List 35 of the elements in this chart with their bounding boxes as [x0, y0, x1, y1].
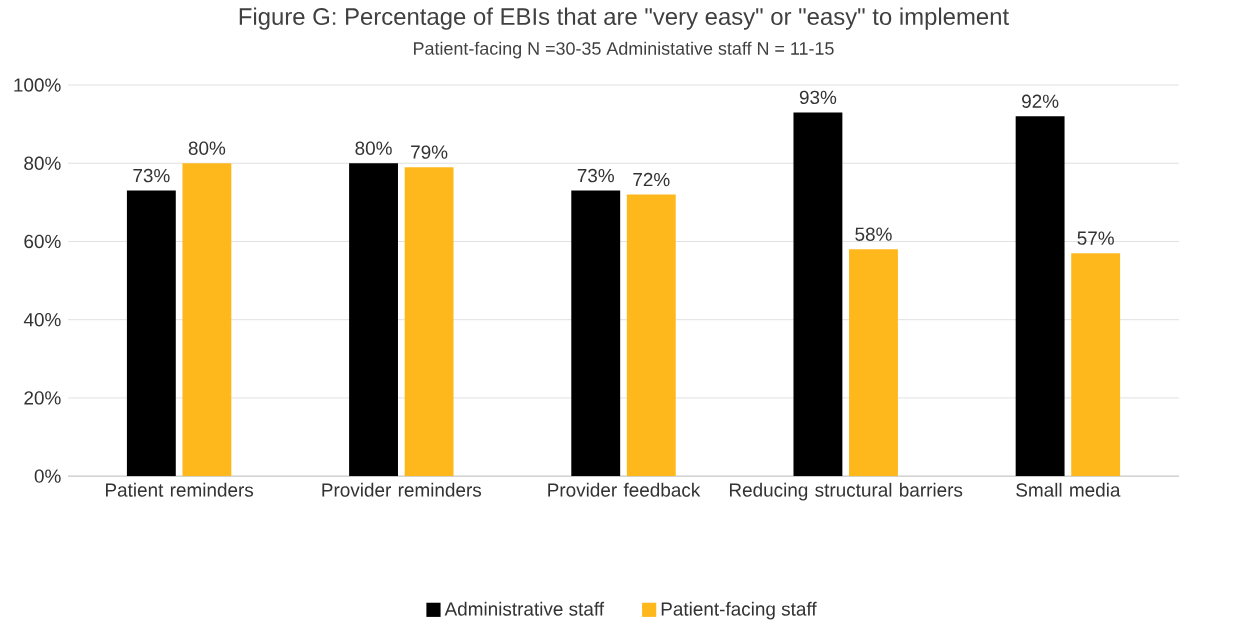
bar [571, 190, 621, 476]
x-tick-label: Patient reminders [106, 482, 254, 497]
data-label: 80% [355, 141, 392, 155]
x-tick-label: Small media [1016, 482, 1121, 497]
data-label: 79% [411, 145, 448, 159]
bar [182, 163, 232, 476]
data-label: 73% [577, 168, 614, 183]
bar [793, 112, 843, 476]
x-tick-label: Provider feedback [548, 482, 701, 497]
y-tick-label: 20% [24, 391, 61, 405]
legend-label: Administrative staff [444, 601, 605, 616]
data-label: 92% [1022, 94, 1059, 108]
bar [349, 163, 398, 476]
x-tick-label: Provider reminders [322, 482, 482, 497]
data-label: 57% [1077, 231, 1114, 245]
legend-label: Patient-facing staff [661, 601, 817, 620]
data-label: 80% [188, 141, 226, 155]
y-tick-label: 0% [34, 469, 61, 483]
bar [1071, 253, 1121, 476]
bar [404, 167, 454, 476]
data-label: 58% [855, 227, 892, 241]
y-tick-label: 60% [24, 234, 61, 249]
y-tick-label: 100% [14, 78, 61, 92]
chart-title: Figure G: Percentage of EBIs that are "very easy" or "easy" to implement [239, 7, 1009, 30]
bar [626, 194, 676, 476]
data-label: 93% [799, 90, 837, 104]
x-tick-label: Reducing structural barriers [729, 482, 963, 501]
bar [849, 249, 898, 476]
bar [126, 190, 176, 476]
chart-subtitle: Patient-facing N =30-35 Administative staff N = 11-15 [414, 41, 834, 59]
data-label: 72% [633, 172, 670, 187]
y-tick-label: 80% [24, 156, 61, 170]
y-tick-label: 40% [23, 312, 61, 327]
bar [1015, 116, 1065, 476]
data-label: 73% [133, 168, 170, 183]
